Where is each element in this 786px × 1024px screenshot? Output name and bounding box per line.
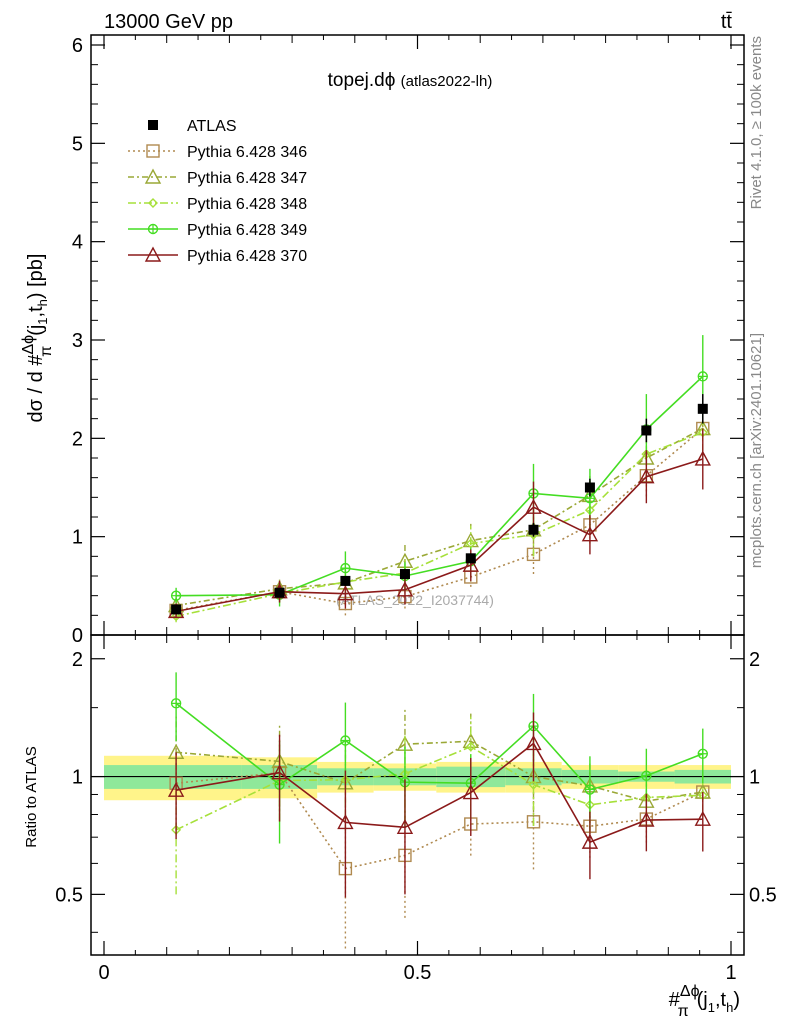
svg-text:dσ / d #Δϕπ(j1,th) [pb]: dσ / d #Δϕπ(j1,th) [pb] (20, 254, 55, 423)
data-point-3 (399, 569, 410, 580)
x-tick-label-1: 0.5 (404, 962, 432, 984)
mcplots-label: mcplots.cern.ch [arXiv:2401.10621] (748, 333, 765, 568)
x-tick-label-2: 1 (725, 962, 736, 984)
ratio-series-group (167, 672, 711, 949)
ratio-tick-label-0: 0.5 (55, 884, 83, 906)
ratio-series-4-point-6 (581, 833, 599, 849)
y-tick-label-4: 4 (72, 232, 83, 254)
series-2-line (175, 431, 704, 618)
legend-label-1: Pythia 6.428 347 (187, 170, 307, 187)
ratio-series-0-line (176, 771, 704, 870)
ratio-series-2-point-5 (528, 779, 539, 790)
ratio-tick-label-right-2: 2 (749, 649, 760, 671)
y-tick-label-6: 6 (72, 35, 83, 57)
legend-marker-2 (148, 198, 158, 208)
ratio-series-4-point-1 (271, 764, 288, 780)
series-3-point-8-cross (698, 371, 708, 381)
ratio-series-4-point-4 (462, 784, 479, 800)
data-point-6 (584, 482, 595, 493)
data-point-8 (697, 403, 708, 414)
series-3-line (176, 375, 704, 597)
data-point-1 (274, 587, 285, 598)
legend-atlas-marker (148, 120, 158, 130)
data-point-4 (465, 553, 476, 564)
series-4-point-6 (581, 526, 599, 542)
header-right: tt̄ (721, 11, 733, 33)
x-tick-label-0: 0 (98, 962, 109, 984)
y-tick-label-3: 3 (72, 330, 83, 352)
ratio-tick-label-right-1: 1 (749, 767, 760, 789)
y-tick-label-0: 0 (72, 625, 83, 647)
x-axis-label: #Δϕ π(j1,th) (669, 983, 740, 1020)
legend-marker-4 (144, 246, 162, 262)
legend-label-0: Pythia 6.428 346 (187, 144, 307, 161)
legend-label-3: Pythia 6.428 349 (187, 222, 307, 239)
data-point-7 (641, 425, 652, 436)
rivet-label: Rivet 4.1.0, ≥ 100k events (748, 36, 765, 209)
legend-marker-3-cross (148, 224, 158, 234)
legend-label-2: Pythia 6.428 348 (187, 196, 307, 213)
y-tick-label-2: 2 (72, 428, 83, 450)
y-tick-label-1: 1 (72, 527, 83, 549)
ratio-series-4-point-5 (525, 734, 542, 751)
atlas-data-points (171, 394, 708, 615)
watermark: (ATLAS_2022_I2037744) (336, 592, 494, 608)
series-1-line (175, 427, 704, 607)
data-point-5 (528, 524, 539, 535)
series-4-point-5 (525, 498, 542, 514)
data-point-2 (340, 575, 351, 586)
legend-label-4: Pythia 6.428 370 (187, 248, 307, 265)
chart-title: topej.dϕ (atlas2022-lh) (328, 70, 493, 91)
legend-marker-1 (144, 168, 162, 184)
ratio-y-label: Ratio to ATLAS (23, 746, 40, 847)
svg-text:#Δϕπ(j1,th): #Δϕ π(j1,th) (669, 983, 740, 1020)
ratio-series-1-line (176, 740, 703, 802)
data-point-0 (171, 604, 182, 615)
ratio-tick-label-2: 2 (72, 649, 83, 671)
main-series-group (167, 335, 711, 623)
legend-marker-0 (146, 144, 160, 158)
series-4-point-4 (462, 556, 479, 572)
legend-atlas-label: ATLAS (187, 118, 237, 135)
y-tick-label-5: 5 (72, 133, 83, 155)
legend: ATLAS Pythia 6.428 346 Pythia 6.428 347 Pyt… (128, 118, 307, 265)
ratio-tick-label-right-0: 0.5 (749, 884, 777, 906)
ratio-series-2-line (175, 745, 703, 831)
series-4-point-8 (694, 450, 711, 466)
series-4-line (175, 458, 704, 613)
ratio-tick-label-1: 1 (72, 767, 83, 789)
ratio-series-4-line (175, 742, 703, 844)
ratio-series-2-point-4 (465, 741, 476, 752)
header-left: 13000 GeV pp (104, 11, 233, 33)
y-axis-label: dσ / d #Δϕπ(j1,th) [pb] (20, 254, 55, 423)
